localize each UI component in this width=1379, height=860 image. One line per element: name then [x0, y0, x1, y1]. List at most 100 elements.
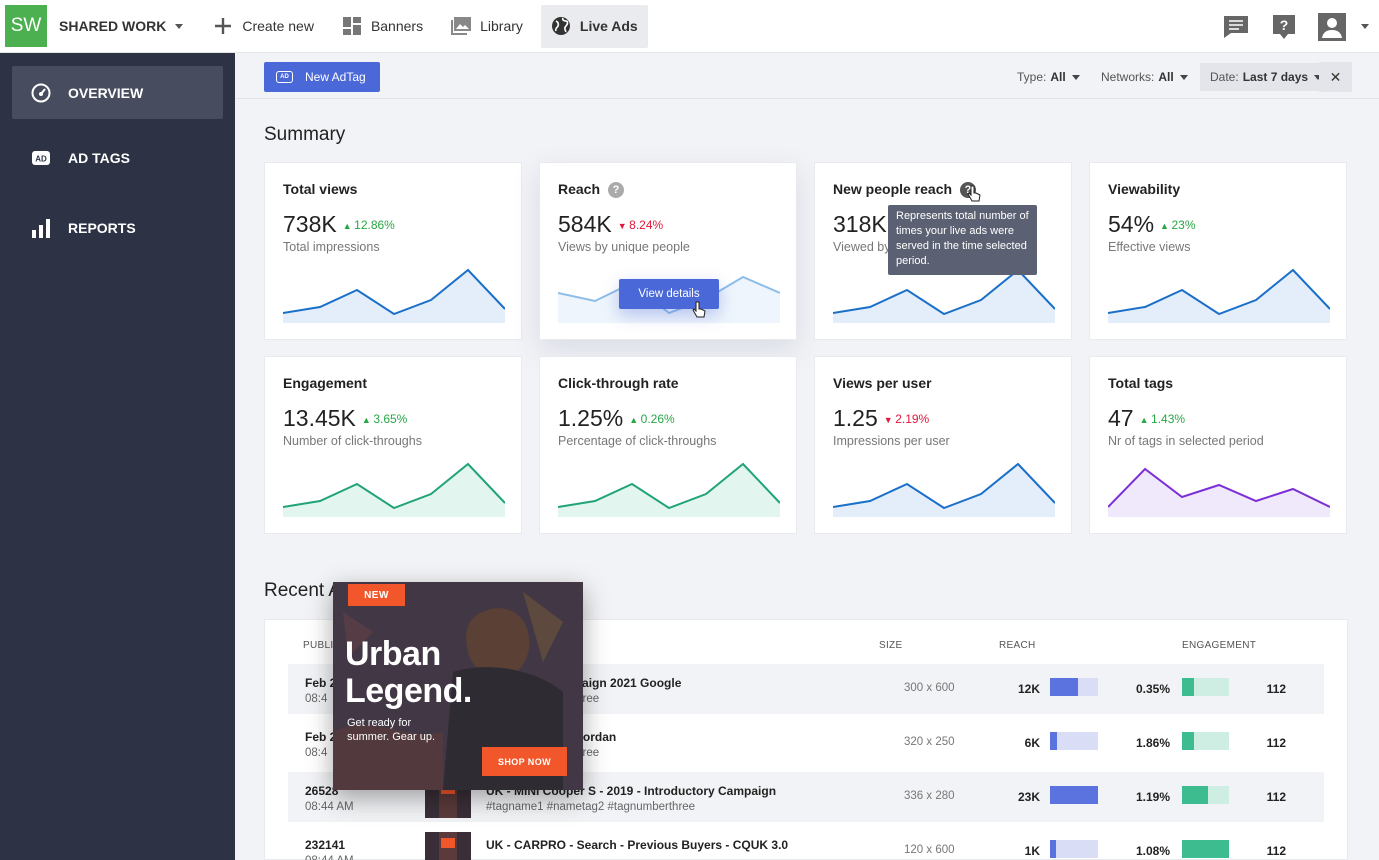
networks-filter[interactable]: Networks: All	[1101, 63, 1188, 91]
card-delta: ▲ 0.26%	[629, 412, 674, 426]
reach-bar-fill	[1050, 732, 1057, 750]
chevron-down-icon	[1071, 74, 1080, 80]
sparkline-line	[283, 268, 505, 316]
sidebar-item-ad-tags[interactable]: AD AD TAGS	[12, 131, 223, 184]
card-value: 47 ▲ 1.43%	[1108, 405, 1185, 432]
sparkline-chart	[833, 268, 1055, 323]
card-value-text: 54%	[1108, 211, 1155, 237]
sparkline-chart	[1108, 268, 1330, 323]
help-icon[interactable]: ?	[1270, 13, 1298, 41]
nav-create-new[interactable]: Create new	[203, 5, 324, 48]
column-header-engagement[interactable]: ENGAGEMENT	[1182, 640, 1257, 651]
arrow-down-icon: ▼	[883, 415, 896, 425]
row-count: 112	[1266, 682, 1286, 696]
sidebar-item-overview[interactable]: OVERVIEW	[12, 66, 223, 119]
summary-card[interactable]: Total tags 47 ▲ 1.43% Nr of tags in selecte…	[1089, 356, 1347, 534]
sparkline-chart	[558, 462, 780, 517]
info-tooltip: Represents total number of times your li…	[888, 205, 1037, 275]
sidebar-item-label: AD TAGS	[68, 149, 130, 166]
bar-chart-icon	[30, 217, 52, 239]
sidebar-item-reports[interactable]: REPORTS	[12, 201, 223, 254]
speedometer-icon	[30, 82, 52, 104]
ad-thumbnail[interactable]	[425, 832, 471, 860]
column-header-size[interactable]: SIZE	[879, 640, 903, 651]
date-filter-value: Last 7 days	[1242, 70, 1309, 84]
summary-card[interactable]: Viewability 54% ▲ 23% Effective views	[1089, 162, 1347, 340]
reach-bar-fill	[1050, 786, 1098, 804]
card-title: Views per user	[833, 375, 932, 391]
column-header-published[interactable]: PUBLIS	[303, 640, 341, 651]
card-subtitle: Nr of tags in selected period	[1108, 434, 1264, 448]
row-engagement-value: 1.19%	[1135, 790, 1170, 804]
nav-banners[interactable]: Banners	[332, 5, 433, 48]
chevron-down-icon	[1179, 74, 1188, 80]
card-delta: ▲ 1.43%	[1140, 412, 1185, 426]
row-tags: #tagname1 #nametag2 #tagnumberthree	[486, 801, 696, 813]
card-subtitle: Total impressions	[283, 240, 380, 254]
chat-icon[interactable]	[1222, 13, 1250, 41]
nav-live-ads[interactable]: Live Ads	[540, 4, 648, 48]
summary-card[interactable]: Views per user 1.25 ▼ 2.19% Impressions per…	[814, 356, 1072, 534]
card-delta: ▲ 23%	[1160, 218, 1195, 232]
account-icon[interactable]	[1318, 12, 1346, 41]
shop-now-button[interactable]: SHOP NOW	[482, 747, 567, 776]
engagement-bar-fill	[1182, 678, 1194, 696]
new-adtag-button[interactable]: AD New AdTag	[264, 62, 380, 92]
help-icon[interactable]: ?	[608, 182, 625, 198]
card-title: Click-through rate	[558, 375, 679, 391]
ad-body: Get ready for summer. Gear up.	[347, 716, 435, 744]
ad-headline-line-1: Urban	[345, 635, 441, 673]
summary-card[interactable]: Click-through rate 1.25% ▲ 0.26% Percentage…	[539, 356, 797, 534]
table-row[interactable]: 232141 08:44 AM UK - CARPRO - Search - Pre…	[288, 826, 1324, 860]
ad-headline: Urban Legend.	[345, 636, 472, 710]
arrow-down-icon: ▼	[617, 221, 630, 231]
hand-cursor-icon	[967, 185, 981, 208]
chevron-down-icon	[175, 23, 184, 29]
card-subtitle: Views by unique people	[558, 240, 690, 254]
view-details-button[interactable]: View details	[619, 279, 719, 309]
card-value: 584K ▼ 8.24%	[558, 211, 663, 238]
row-size: 320 x 250	[904, 736, 955, 748]
date-filter-label: Date:	[1210, 70, 1239, 84]
card-title: New people reach?	[833, 181, 977, 198]
arrow-up-icon: ▲	[1160, 221, 1172, 231]
ad-preview-popup[interactable]: NEW Urban Legend. Get ready for summer. …	[333, 582, 583, 790]
row-date: Feb 2	[305, 676, 337, 690]
sparkline-line	[1108, 467, 1330, 508]
row-size: 120 x 600	[904, 844, 955, 856]
column-header-reach[interactable]: REACH	[999, 640, 1036, 651]
row-time: 08:4	[305, 693, 328, 705]
summary-card[interactable]: Engagement 13.45K ▲ 3.65% Number of click-t…	[264, 356, 522, 534]
summary-card[interactable]: Total views 738K ▲ 12.86% Total impressions	[264, 162, 522, 340]
card-value-text: 1.25	[833, 405, 878, 431]
row-engagement-value: 0.35%	[1135, 682, 1170, 696]
nav-library[interactable]: Library	[441, 5, 533, 48]
sparkline-line	[558, 275, 780, 315]
sidebar-item-label: REPORTS	[68, 219, 136, 236]
type-filter[interactable]: Type: All	[1017, 63, 1080, 91]
summary-title: Summary	[264, 124, 346, 145]
ad-headline-line-2: Legend.	[345, 672, 472, 710]
card-title: Reach?	[558, 181, 625, 198]
arrow-up-icon: ▲	[361, 415, 374, 425]
card-title-text: Total tags	[1108, 375, 1174, 391]
reach-bar-track	[1050, 678, 1098, 696]
summary-card[interactable]: Reach? 584K ▼ 8.24% Views by unique people V…	[539, 162, 797, 340]
recent-title: Recent A	[264, 580, 342, 601]
chevron-down-icon[interactable]	[1361, 24, 1369, 29]
workspace-switcher[interactable]: SHARED WORK	[59, 18, 184, 34]
sparkline-area	[1108, 270, 1330, 323]
row-time: 08:44 AM	[305, 855, 354, 860]
sparkline-line	[558, 462, 780, 510]
type-filter-label: Type:	[1017, 70, 1047, 84]
engagement-bar-fill	[1182, 840, 1229, 858]
date-filter[interactable]: Date: Last 7 days	[1200, 63, 1333, 91]
clear-filters-button[interactable]: ✕	[1319, 62, 1352, 92]
row-engagement-value: 1.86%	[1135, 736, 1170, 750]
card-title-text: Reach	[558, 181, 601, 197]
workspace-logo[interactable]: SW	[5, 5, 47, 47]
arrow-up-icon: ▲	[342, 221, 355, 231]
new-badge: NEW	[348, 584, 405, 606]
sparkline-chart	[558, 275, 780, 323]
hand-cursor-icon	[692, 301, 706, 324]
